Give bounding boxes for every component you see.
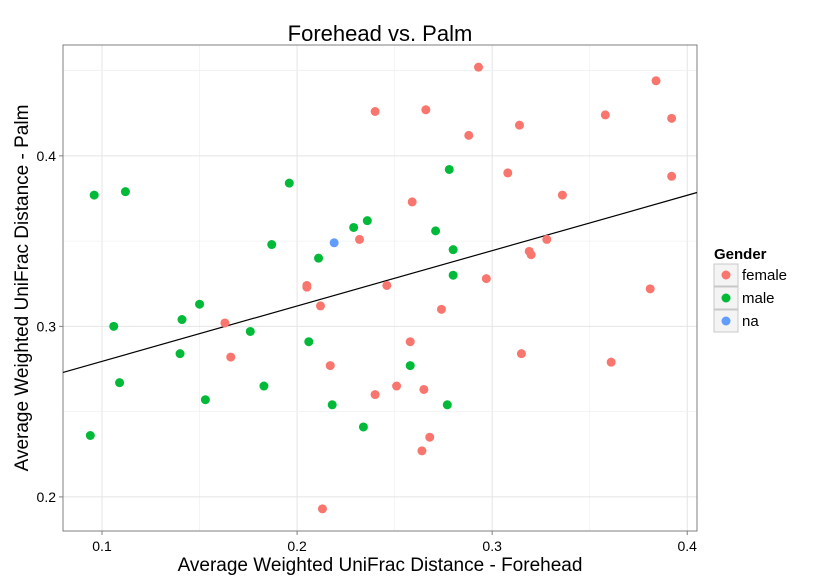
data-point-male [431, 226, 441, 236]
data-point-male [405, 361, 415, 371]
y-axis-title: Average Weighted UniFrac Distance - Palm [12, 105, 33, 472]
data-point-male [89, 190, 99, 200]
data-point-male [175, 349, 185, 359]
data-point-female [516, 349, 526, 359]
x-axis-title: Average Weighted UniFrac Distance - Fore… [178, 555, 583, 576]
data-point-male [177, 315, 187, 325]
data-point-female [316, 301, 326, 311]
data-point-female [370, 107, 380, 117]
data-point-female [645, 284, 655, 294]
data-point-male [245, 326, 255, 336]
y-tick-label: 0.2 [37, 489, 57, 505]
trend-line [62, 191, 698, 373]
plot-border [62, 44, 698, 532]
y-tick-label: 0.4 [37, 148, 57, 164]
legend-title: Gender [714, 246, 767, 263]
data-point-female [382, 280, 392, 290]
data-point-female [317, 504, 327, 514]
x-tick-label: 0.1 [92, 538, 112, 554]
data-point-female [355, 234, 365, 244]
data-point-male [304, 337, 314, 347]
x-tick-label: 0.2 [287, 538, 307, 554]
data-point-female [606, 357, 616, 367]
data-point-male [195, 299, 205, 309]
data-point-female [226, 352, 236, 362]
data-point-male [284, 178, 294, 188]
y-tick-label: 0.3 [37, 318, 57, 334]
data-point-male [85, 431, 95, 441]
legend-key-na [721, 316, 731, 326]
data-point-male [349, 222, 359, 232]
data-point-female [425, 432, 435, 442]
x-tick-label: 0.3 [482, 538, 502, 554]
legend-label-male: male [742, 290, 775, 307]
data-point-female [526, 250, 536, 260]
data-point-male [200, 395, 210, 405]
data-point-female [407, 197, 417, 207]
data-point-female [481, 274, 491, 284]
data-point-female [370, 390, 380, 400]
data-point-female [667, 113, 677, 123]
data-point-female [421, 105, 431, 115]
data-point-female [651, 76, 661, 86]
data-point-male [267, 240, 277, 250]
data-point-male [314, 253, 324, 263]
data-point-male [442, 400, 452, 410]
y-axis-ticks: 0.2 0.3 0.4 [37, 148, 63, 505]
legend-key-male [721, 293, 731, 303]
legend: Gender female male na [713, 246, 787, 333]
data-point-female [464, 130, 474, 140]
data-point-female [392, 381, 402, 391]
data-point-female [325, 361, 335, 371]
data-point-female [667, 171, 677, 181]
x-axis-ticks: 0.1 0.2 0.3 0.4 [92, 531, 697, 554]
data-points [85, 62, 677, 514]
data-point-female [542, 234, 552, 244]
data-point-na [329, 238, 339, 248]
legend-label-na: na [742, 313, 759, 330]
legend-key-female [721, 270, 731, 280]
data-point-male [115, 378, 125, 388]
data-point-female [436, 304, 446, 314]
data-point-male [327, 400, 337, 410]
data-point-male [448, 245, 458, 255]
chart-title: Forehead vs. Palm [288, 21, 473, 46]
data-point-male [358, 422, 368, 432]
data-point-male [362, 216, 372, 226]
data-point-female [417, 446, 427, 456]
data-point-female [514, 120, 524, 130]
data-point-female [405, 337, 415, 347]
data-point-female [503, 168, 513, 178]
data-point-male [259, 381, 269, 391]
data-point-female [419, 384, 429, 394]
data-point-female [302, 282, 312, 292]
data-point-female [600, 110, 610, 120]
x-tick-label: 0.4 [678, 538, 698, 554]
data-point-male [120, 187, 130, 197]
data-point-male [448, 270, 458, 280]
data-point-male [109, 321, 119, 331]
data-point-female [557, 190, 567, 200]
legend-label-female: female [742, 267, 787, 284]
data-point-female [220, 318, 230, 328]
grid [63, 45, 697, 531]
data-point-male [444, 164, 454, 174]
data-point-female [474, 62, 484, 72]
